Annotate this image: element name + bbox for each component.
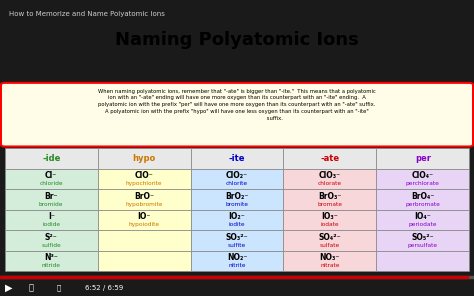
FancyBboxPatch shape <box>191 148 283 169</box>
FancyBboxPatch shape <box>98 169 191 189</box>
Text: iodate: iodate <box>320 222 339 227</box>
Bar <box>0 276 468 278</box>
FancyBboxPatch shape <box>5 169 98 189</box>
Text: -ate: -ate <box>320 154 339 163</box>
FancyBboxPatch shape <box>376 210 469 230</box>
Text: hypobromite: hypobromite <box>125 202 163 207</box>
Text: chloride: chloride <box>39 181 63 186</box>
Text: IO₂⁻: IO₂⁻ <box>228 212 246 221</box>
FancyBboxPatch shape <box>376 251 469 271</box>
Text: bromide: bromide <box>39 202 64 207</box>
Text: perchlorate: perchlorate <box>406 181 440 186</box>
Text: When naming polyatomic ions, remember that "-ate" is bigger than "-ite."  This m: When naming polyatomic ions, remember th… <box>98 89 376 121</box>
FancyBboxPatch shape <box>98 148 191 169</box>
Text: BrO₃⁻: BrO₃⁻ <box>318 192 342 200</box>
Text: ⏭: ⏭ <box>28 283 34 292</box>
Text: SO₄²⁻: SO₄²⁻ <box>319 233 341 242</box>
Text: S²⁻: S²⁻ <box>45 233 57 242</box>
Text: perbromate: perbromate <box>405 202 440 207</box>
FancyBboxPatch shape <box>98 251 191 271</box>
FancyBboxPatch shape <box>376 169 469 189</box>
FancyBboxPatch shape <box>283 189 376 210</box>
Text: I⁻: I⁻ <box>48 212 55 221</box>
Text: iodite: iodite <box>228 222 246 227</box>
Text: NO₂⁻: NO₂⁻ <box>227 253 247 262</box>
Text: bromate: bromate <box>318 202 342 207</box>
FancyBboxPatch shape <box>376 148 469 169</box>
FancyBboxPatch shape <box>191 210 283 230</box>
FancyBboxPatch shape <box>283 251 376 271</box>
FancyBboxPatch shape <box>5 210 98 230</box>
Text: -ite: -ite <box>229 154 245 163</box>
Text: nitrate: nitrate <box>320 263 340 268</box>
Text: NO₃⁻: NO₃⁻ <box>320 253 340 262</box>
FancyBboxPatch shape <box>283 169 376 189</box>
Text: How to Memorize and Name Polyatomic Ions: How to Memorize and Name Polyatomic Ions <box>9 11 165 17</box>
Text: Cl⁻: Cl⁻ <box>45 171 57 180</box>
Text: sulfide: sulfide <box>41 242 61 247</box>
Text: ClO₃⁻: ClO₃⁻ <box>319 171 341 180</box>
FancyBboxPatch shape <box>191 169 283 189</box>
Bar <box>0 276 474 278</box>
Text: SO₃²⁻: SO₃²⁻ <box>226 233 248 242</box>
Text: BrO₂⁻: BrO₂⁻ <box>225 192 249 200</box>
Text: ClO₄⁻: ClO₄⁻ <box>412 171 434 180</box>
FancyBboxPatch shape <box>5 189 98 210</box>
FancyBboxPatch shape <box>98 210 191 230</box>
Text: ClO₂⁻: ClO₂⁻ <box>226 171 248 180</box>
FancyBboxPatch shape <box>98 189 191 210</box>
FancyBboxPatch shape <box>283 148 376 169</box>
Text: hypo: hypo <box>132 154 156 163</box>
Text: IO₃⁻: IO₃⁻ <box>321 212 338 221</box>
Text: ▶: ▶ <box>5 283 12 292</box>
Text: -ide: -ide <box>42 154 60 163</box>
Text: Br⁻: Br⁻ <box>45 192 58 200</box>
FancyBboxPatch shape <box>191 230 283 251</box>
Text: iodide: iodide <box>42 222 60 227</box>
FancyBboxPatch shape <box>5 148 98 169</box>
Text: N³⁻: N³⁻ <box>44 253 58 262</box>
FancyBboxPatch shape <box>191 251 283 271</box>
Text: IO₄⁻: IO₄⁻ <box>414 212 431 221</box>
Text: chlorate: chlorate <box>318 181 342 186</box>
Text: hypoiodite: hypoiodite <box>128 222 160 227</box>
Text: chlorite: chlorite <box>226 181 248 186</box>
Text: sulfite: sulfite <box>228 242 246 247</box>
Text: 6:52 / 6:59: 6:52 / 6:59 <box>85 284 124 291</box>
FancyBboxPatch shape <box>283 210 376 230</box>
FancyBboxPatch shape <box>376 189 469 210</box>
Text: sulfate: sulfate <box>320 242 340 247</box>
Text: periodate: periodate <box>409 222 437 227</box>
FancyBboxPatch shape <box>1 83 473 147</box>
Text: nitride: nitride <box>42 263 61 268</box>
Text: nitrite: nitrite <box>228 263 246 268</box>
Text: BrO⁻: BrO⁻ <box>134 192 154 200</box>
FancyBboxPatch shape <box>376 230 469 251</box>
Text: Naming Polyatomic Ions: Naming Polyatomic Ions <box>115 31 359 49</box>
Text: BrO₄⁻: BrO₄⁻ <box>411 192 435 200</box>
Text: ClO⁻: ClO⁻ <box>135 171 154 180</box>
Text: IO⁻: IO⁻ <box>137 212 151 221</box>
FancyBboxPatch shape <box>283 230 376 251</box>
Text: SO₅²⁻: SO₅²⁻ <box>411 233 434 242</box>
FancyBboxPatch shape <box>98 230 191 251</box>
Text: bromite: bromite <box>226 202 248 207</box>
FancyBboxPatch shape <box>5 230 98 251</box>
FancyBboxPatch shape <box>5 251 98 271</box>
Text: hypochlorite: hypochlorite <box>126 181 163 186</box>
Text: 🔊: 🔊 <box>57 284 61 291</box>
Text: persulfate: persulfate <box>408 242 438 247</box>
Text: per: per <box>415 154 431 163</box>
FancyBboxPatch shape <box>191 189 283 210</box>
